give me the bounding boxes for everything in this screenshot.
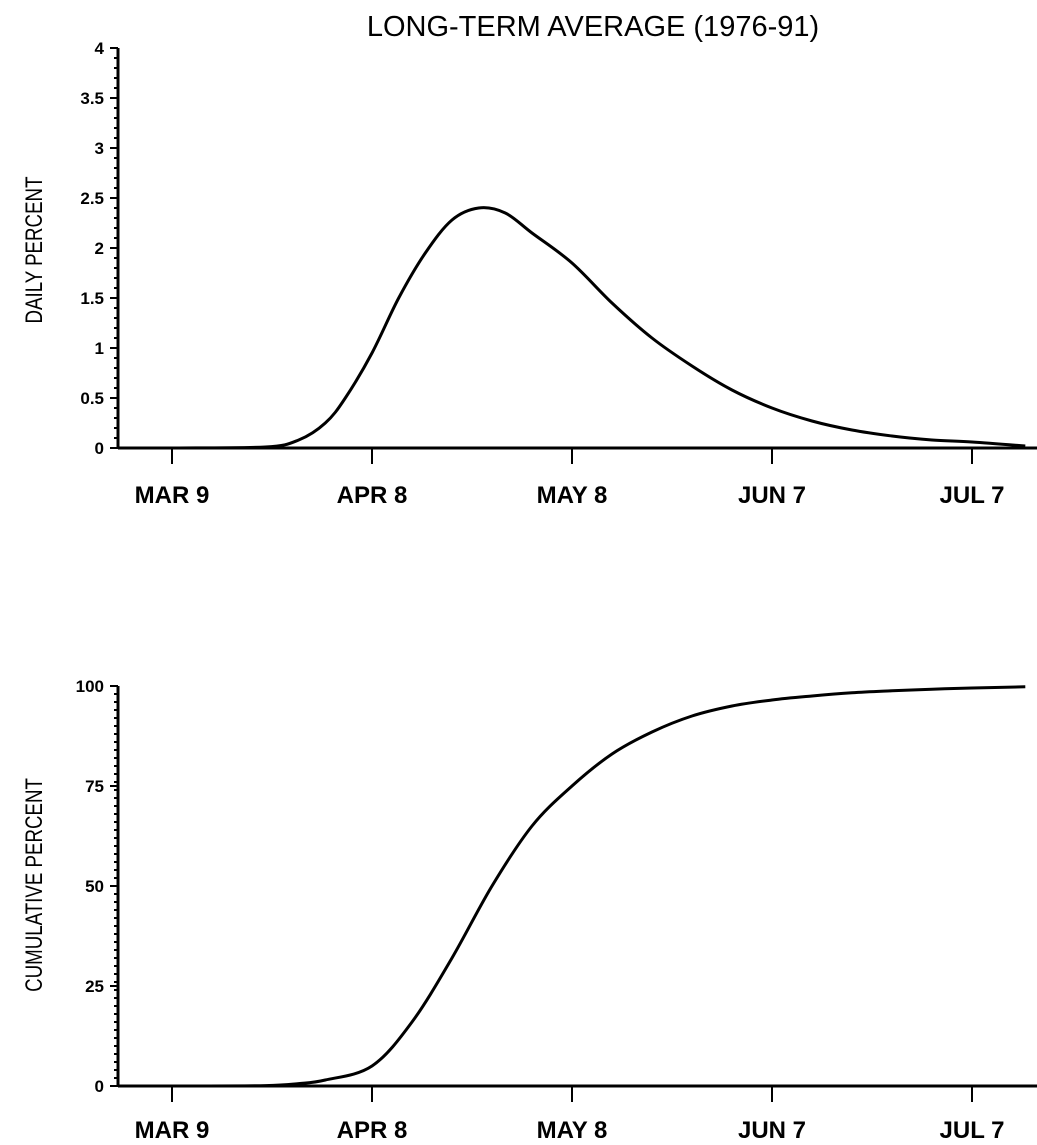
y-tick-label: 100 — [76, 677, 104, 696]
cumulative-percent-y-ticks: 0 25 50 75 100 — [76, 677, 118, 1096]
y-tick-label: 50 — [85, 877, 104, 896]
chart-title: LONG-TERM AVERAGE (1976-91) — [367, 11, 819, 43]
y-tick-label: 2.5 — [80, 189, 104, 208]
x-tick-label: JUL 7 — [940, 1117, 1005, 1144]
y-tick-label: 1.5 — [80, 289, 104, 308]
y-tick-label: 25 — [85, 977, 104, 996]
y-tick-label: 0 — [95, 1077, 104, 1096]
y-tick-label: 1 — [95, 339, 104, 358]
y-tick-label: 3 — [95, 139, 104, 158]
x-tick-label: JUL 7 — [940, 482, 1005, 509]
x-tick-label: APR 8 — [337, 1117, 408, 1144]
y-tick-label: 0 — [95, 439, 104, 458]
x-tick-label: MAR 9 — [135, 1117, 210, 1144]
x-tick-label: MAY 8 — [537, 482, 608, 509]
y-tick-label: 0.5 — [80, 389, 104, 408]
daily-percent-series-line — [118, 206, 1026, 450]
daily-percent-axis-label: DAILY PERCENT — [21, 177, 48, 324]
daily-percent-chart: LONG-TERM AVERAGE (1976-91) DAILY PERCEN… — [21, 11, 1037, 509]
y-tick-label: 2 — [95, 239, 104, 258]
cumulative-percent-x-ticks: MAR 9 APR 8 MAY 8 JUN 7 JUL 7 — [135, 1086, 1005, 1144]
x-tick-label: MAY 8 — [537, 1117, 608, 1144]
y-tick-label: 75 — [85, 777, 104, 796]
cumulative-percent-axis-label: CUMULATIVE PERCENT — [21, 778, 48, 992]
cumulative-percent-chart: CUMULATIVE PERCENT 0 25 50 75 100 MAR 9 APR 8… — [21, 677, 1037, 1144]
daily-percent-y-ticks: 0 0.5 1 1.5 2 2.5 3 3.5 4 — [80, 39, 118, 458]
x-tick-label: JUN 7 — [738, 482, 806, 509]
x-tick-label: MAR 9 — [135, 482, 210, 509]
x-tick-label: APR 8 — [337, 482, 408, 509]
y-tick-label: 4 — [95, 39, 105, 58]
cumulative-percent-series-line — [118, 685, 1026, 1088]
x-tick-label: JUN 7 — [738, 1117, 806, 1144]
daily-percent-x-ticks: MAR 9 APR 8 MAY 8 JUN 7 JUL 7 — [135, 448, 1005, 509]
y-tick-label: 3.5 — [80, 89, 104, 108]
